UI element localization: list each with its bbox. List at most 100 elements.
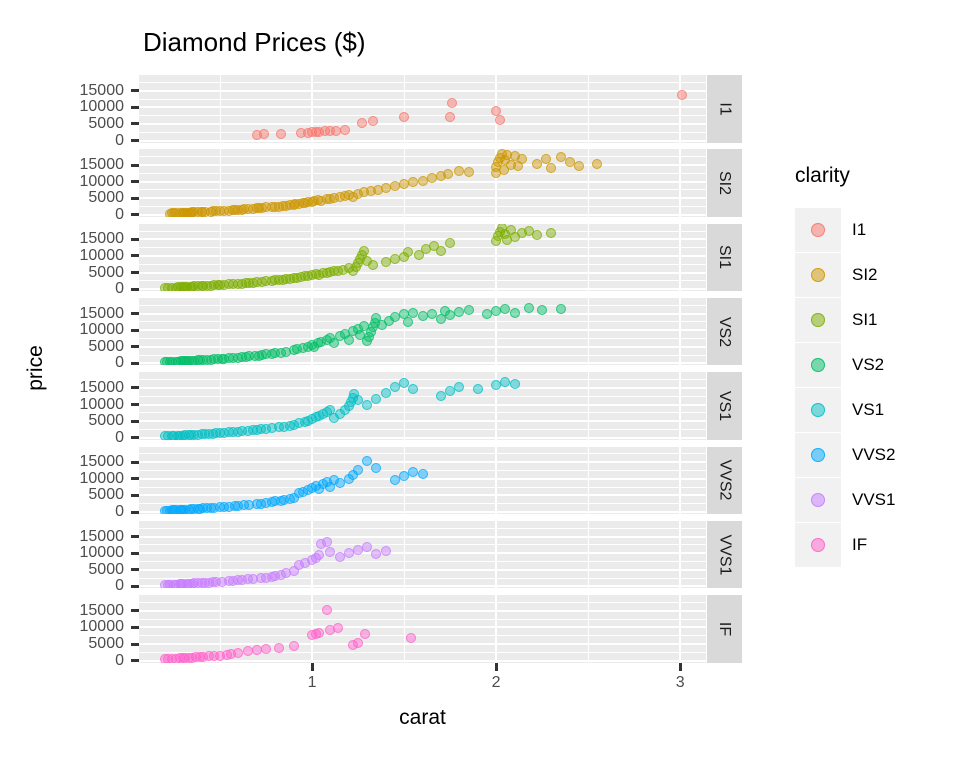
data-point	[454, 166, 465, 177]
y-axis-tick	[131, 386, 139, 390]
y-axis-tick	[131, 609, 139, 613]
legend-point-si2	[811, 268, 825, 282]
y-axis-title: price	[24, 345, 47, 391]
y-axis-tick	[131, 659, 139, 663]
y-tick-label: 0	[115, 651, 124, 669]
y-tick-label: 5000	[88, 486, 124, 504]
x-gridline-major	[495, 149, 498, 217]
x-gridline-major	[311, 595, 314, 663]
y-gridline-minor	[139, 230, 706, 232]
data-point	[360, 629, 371, 640]
y-axis-tick	[131, 139, 139, 142]
y-tick-label: 5000	[88, 560, 124, 578]
data-point	[371, 462, 382, 473]
x-gridline-major	[311, 372, 314, 440]
data-point	[472, 383, 483, 394]
y-tick-label: 15000	[79, 601, 125, 619]
data-point	[454, 381, 465, 392]
data-point	[402, 246, 413, 257]
legend-key-si1	[795, 298, 841, 342]
x-gridline-major	[679, 372, 682, 440]
y-gridline-major	[139, 436, 706, 439]
facet-panel-i1	[139, 75, 706, 143]
data-point	[353, 465, 364, 476]
y-gridline-minor	[139, 651, 706, 653]
data-point	[531, 158, 542, 169]
x-gridline-major	[495, 297, 498, 366]
y-tick-label: 0	[115, 428, 124, 446]
facet-strip-label: SI2	[716, 171, 734, 196]
facet-strip-label: VVS2	[716, 459, 734, 501]
legend-key-vvs2	[795, 433, 841, 477]
x-gridline-minor	[219, 520, 221, 589]
y-axis-tick	[131, 180, 139, 184]
y-gridline-major	[139, 106, 706, 109]
facet-panel-si1	[139, 223, 706, 292]
data-point	[408, 466, 419, 477]
data-point	[463, 167, 474, 178]
data-point	[362, 400, 373, 411]
x-axis-tick	[678, 662, 682, 671]
data-point	[406, 633, 417, 644]
y-tick-label: 0	[115, 131, 124, 149]
data-point	[389, 474, 400, 485]
y-axis-tick	[131, 568, 139, 572]
x-gridline-major	[495, 223, 498, 292]
data-point	[288, 641, 299, 651]
facet-panel-if	[139, 595, 706, 663]
y-gridline-major	[139, 494, 706, 497]
data-point	[380, 546, 391, 557]
data-point	[399, 378, 410, 389]
x-gridline-major	[679, 520, 682, 589]
data-point	[454, 306, 465, 317]
x-gridline-minor	[403, 595, 405, 663]
y-tick-label: 15000	[79, 527, 125, 545]
y-tick-label: 10000	[79, 246, 125, 264]
data-point	[509, 378, 520, 389]
x-gridline-minor	[587, 520, 589, 589]
y-gridline-minor	[139, 354, 706, 356]
legend-point-if	[811, 538, 825, 552]
y-tick-label: 15000	[79, 230, 125, 248]
facet-strip-if: IF	[707, 595, 742, 663]
y-gridline-major	[139, 568, 706, 571]
facet-strip-label: VVS1	[716, 534, 734, 576]
y-axis-tick	[131, 312, 139, 316]
data-point	[332, 623, 343, 634]
facet-strip-vvs2: VVS2	[707, 446, 742, 514]
data-point	[463, 304, 474, 315]
y-gridline-minor	[139, 527, 706, 529]
data-point	[356, 118, 367, 129]
x-gridline-major	[679, 595, 682, 663]
y-gridline-major	[139, 362, 706, 365]
data-point	[524, 303, 535, 314]
data-point	[399, 112, 410, 123]
data-point	[371, 313, 382, 324]
legend-title: clarity	[795, 164, 850, 187]
data-point	[417, 469, 428, 480]
data-point	[494, 114, 505, 125]
y-axis-tick	[131, 535, 139, 539]
data-point	[446, 98, 457, 109]
data-point	[399, 470, 410, 481]
y-axis-tick	[131, 196, 139, 200]
y-gridline-minor	[139, 379, 706, 381]
x-gridline-minor	[219, 149, 221, 217]
y-tick-label: 5000	[88, 189, 124, 207]
y-axis-tick	[131, 625, 139, 629]
y-gridline-minor	[139, 635, 706, 637]
x-gridline-major	[311, 297, 314, 366]
x-gridline-minor	[219, 75, 221, 143]
data-point	[435, 390, 446, 401]
facet-strip-vs1: VS1	[707, 372, 742, 440]
y-gridline-minor	[139, 560, 706, 562]
y-gridline-minor	[139, 503, 706, 505]
legend-key-si2	[795, 253, 841, 297]
facet-strip-label: IF	[716, 621, 734, 636]
data-point	[546, 227, 557, 238]
facet-strip-label: VS2	[716, 316, 734, 347]
y-tick-label: 10000	[79, 172, 125, 190]
x-gridline-minor	[219, 595, 221, 663]
y-axis-tick	[131, 460, 139, 464]
